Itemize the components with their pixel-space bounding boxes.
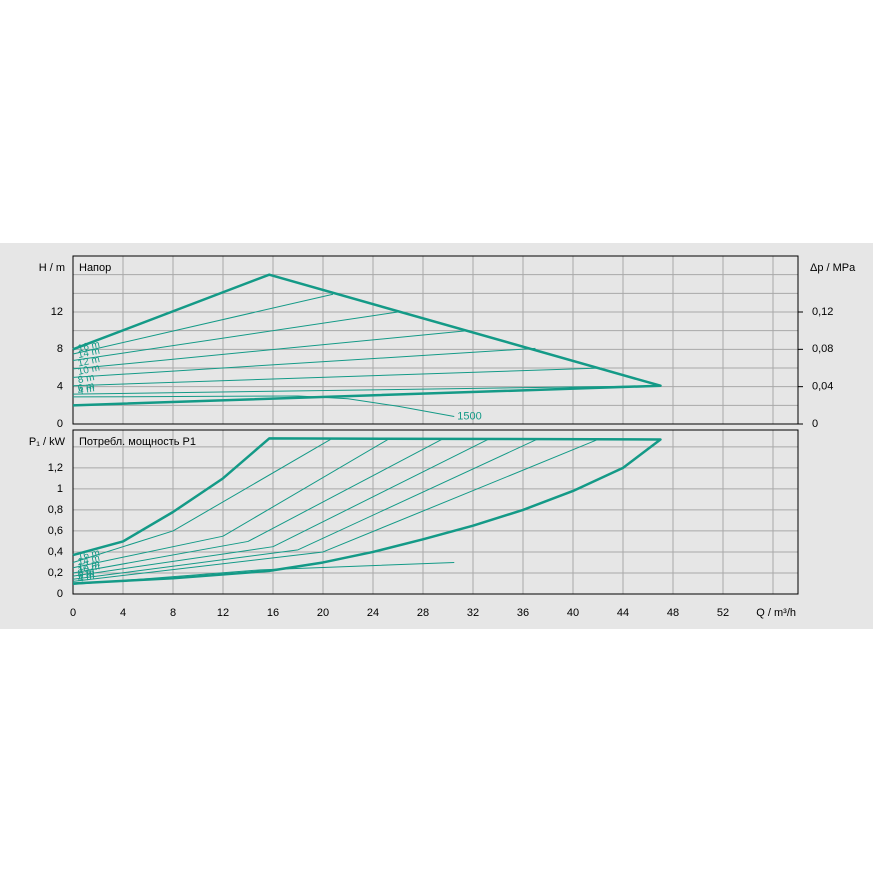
curve — [72, 273, 662, 407]
curve — [72, 311, 399, 362]
y-tick-label: 12 — [51, 306, 63, 318]
x-tick-label: 44 — [617, 607, 629, 619]
curve-label: 16 m — [77, 339, 101, 354]
y2-tick-label: 0,12 — [812, 306, 833, 318]
curve-label: 4 m — [77, 383, 96, 397]
curve-label: 6 m — [77, 568, 96, 582]
curve — [72, 438, 599, 582]
curve-label: 14 m — [77, 553, 101, 568]
x-tick-label: 12 — [217, 607, 229, 619]
curve-label: 14 m — [77, 346, 101, 361]
x-tick-label: 16 — [267, 607, 279, 619]
curve — [72, 439, 537, 580]
plot-frame — [72, 429, 799, 595]
y-tick-label: 0,8 — [48, 504, 63, 516]
curve-label: 16 m — [77, 548, 101, 563]
x-tick-label: 48 — [667, 607, 679, 619]
y-tick-label: 0,2 — [48, 567, 63, 579]
x-tick-label: 52 — [717, 607, 729, 619]
curve — [297, 395, 455, 418]
curve — [72, 347, 536, 378]
x-tick-label: 24 — [367, 607, 379, 619]
y2-tick-label: 0,04 — [812, 381, 833, 393]
x-tick-label: 36 — [517, 607, 529, 619]
curve-label: 4 m — [77, 571, 96, 585]
y2-axis-label: Δp / MPa — [810, 262, 856, 274]
curve-label: 8 m — [77, 566, 96, 580]
chart-title: Напор — [79, 262, 111, 274]
curve — [72, 439, 442, 574]
y-tick-label: 0 — [57, 588, 63, 600]
y-tick-label: 0,6 — [48, 525, 63, 537]
y-tick-label: 0 — [57, 418, 63, 430]
curve-label: 10 m — [77, 561, 101, 576]
plot-frame — [72, 255, 799, 425]
y-tick-label: 1 — [57, 483, 63, 495]
x-tick-label: 20 — [317, 607, 329, 619]
y-tick-label: 0,4 — [48, 546, 63, 558]
y-axis-label: H / m — [39, 262, 65, 274]
curve-label: 1500 — [457, 410, 481, 422]
x-tick-label: 32 — [467, 607, 479, 619]
curve — [72, 439, 489, 577]
curve — [72, 561, 455, 586]
y-axis-label: P₁ / kW — [29, 436, 66, 448]
y-tick-label: 1,2 — [48, 462, 63, 474]
curve-label: 12 m — [77, 558, 101, 573]
curve-label: 8 m — [77, 372, 96, 386]
x-tick-label: 0 — [70, 607, 76, 619]
curve — [72, 367, 602, 387]
curve — [72, 293, 334, 355]
plot-area — [73, 256, 798, 424]
curve-label: 6 m — [77, 380, 96, 394]
x-tick-label: 4 — [120, 607, 126, 619]
x-tick-label: 28 — [417, 607, 429, 619]
y2-tick-label: 0 — [812, 418, 818, 430]
plot-area — [73, 430, 798, 594]
curve — [72, 385, 661, 395]
x-tick-label: 40 — [567, 607, 579, 619]
x-tick-label: 8 — [170, 607, 176, 619]
x-axis-label: Q / m³/h — [756, 607, 796, 619]
curve — [72, 330, 469, 370]
curve — [72, 437, 662, 585]
y-tick-label: 8 — [57, 343, 63, 355]
curve-label: 10 m — [77, 362, 101, 377]
y-tick-label: 4 — [57, 381, 63, 393]
curve-label: 12 m — [77, 354, 101, 369]
y2-tick-label: 0,08 — [812, 343, 833, 355]
chart-title: Потребл. мощность P1 — [79, 436, 196, 448]
curve — [72, 439, 389, 569]
curve — [72, 439, 331, 563]
curve — [72, 395, 299, 398]
